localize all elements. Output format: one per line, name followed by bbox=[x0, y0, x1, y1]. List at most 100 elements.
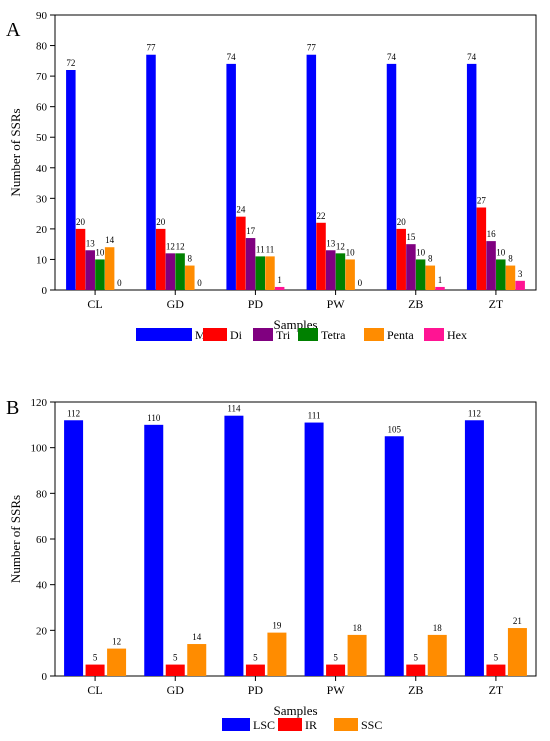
data-label: 12 bbox=[336, 241, 345, 251]
data-label: 72 bbox=[66, 58, 75, 68]
bar-ir-zt bbox=[486, 664, 506, 676]
bar-hex-zt bbox=[515, 280, 525, 290]
y-tick-label: 60 bbox=[36, 534, 48, 546]
bar-tri-gd bbox=[165, 253, 176, 290]
x-tick-label: CL bbox=[87, 683, 102, 697]
legend-swatch-ssc bbox=[334, 718, 358, 731]
bar-penta-pd bbox=[265, 256, 275, 290]
legend-label: LSC bbox=[253, 718, 275, 732]
legend-swatch-di bbox=[203, 328, 227, 341]
bar-lsc-pw bbox=[304, 422, 324, 676]
bar-tri-cl bbox=[85, 250, 95, 290]
y-tick-label: 120 bbox=[31, 397, 48, 409]
bar-tri-pd bbox=[245, 238, 256, 290]
x-tick-label: ZT bbox=[489, 683, 504, 697]
y-tick-label: 20 bbox=[36, 224, 48, 236]
bar-ssc-gd bbox=[187, 644, 207, 676]
data-label: 10 bbox=[346, 247, 356, 257]
legend-swatch-lsc bbox=[222, 718, 250, 731]
data-label: 10 bbox=[496, 247, 506, 257]
data-label: 11 bbox=[256, 244, 265, 254]
data-label: 0 bbox=[358, 278, 363, 288]
bar-ir-pd bbox=[245, 664, 265, 676]
data-label: 8 bbox=[188, 254, 193, 264]
data-label: 105 bbox=[388, 424, 402, 434]
bar-tetra-zt bbox=[496, 259, 506, 290]
bar-di-zb bbox=[396, 228, 406, 290]
bar-lsc-pd bbox=[224, 415, 244, 676]
bar-ir-cl bbox=[85, 664, 105, 676]
y-tick-label: 0 bbox=[42, 285, 48, 297]
y-tick-label: 100 bbox=[31, 443, 48, 455]
legend-swatch-mono bbox=[136, 328, 192, 341]
data-label: 5 bbox=[333, 653, 338, 663]
bar-hex-zb bbox=[435, 286, 445, 290]
y-tick-label: 60 bbox=[36, 102, 48, 114]
legend-label: Penta bbox=[387, 328, 414, 342]
x-tick-label: ZB bbox=[408, 297, 423, 311]
data-label: 15 bbox=[406, 232, 416, 242]
data-label: 11 bbox=[266, 244, 275, 254]
bar-lsc-zt bbox=[464, 420, 484, 676]
data-label: 14 bbox=[192, 632, 202, 642]
data-label: 27 bbox=[477, 196, 487, 206]
y-tick-label: 50 bbox=[36, 132, 48, 144]
data-label: 17 bbox=[246, 226, 256, 236]
legend-label: Di bbox=[230, 328, 243, 342]
legend-label: Tetra bbox=[321, 328, 346, 342]
data-label: 5 bbox=[173, 653, 178, 663]
bar-penta-zb bbox=[425, 265, 436, 290]
data-label: 18 bbox=[433, 623, 443, 633]
x-tick-label: GD bbox=[167, 683, 185, 697]
y-tick-label: 0 bbox=[42, 671, 48, 683]
legend-swatch-hex bbox=[424, 328, 444, 341]
bar-penta-zt bbox=[505, 265, 516, 290]
y-tick-label: 80 bbox=[36, 488, 48, 500]
bar-mono-zb bbox=[386, 63, 397, 291]
data-label: 13 bbox=[86, 238, 96, 248]
data-label: 111 bbox=[308, 411, 321, 421]
data-label: 74 bbox=[467, 52, 477, 62]
data-label: 112 bbox=[67, 408, 80, 418]
data-label: 21 bbox=[513, 616, 522, 626]
x-tick-label: PD bbox=[248, 297, 264, 311]
bar-di-pd bbox=[236, 216, 246, 290]
data-label: 77 bbox=[147, 43, 157, 53]
data-label: 12 bbox=[112, 637, 121, 647]
plot-frame bbox=[54, 14, 537, 291]
data-label: 0 bbox=[117, 278, 122, 288]
bar-di-zt bbox=[476, 207, 487, 290]
legend-swatch-ir bbox=[278, 718, 302, 731]
data-label: 18 bbox=[353, 623, 363, 633]
legend-swatch-penta bbox=[364, 328, 384, 341]
bar-di-pw bbox=[316, 222, 326, 290]
data-label: 114 bbox=[227, 404, 241, 414]
data-label: 20 bbox=[76, 217, 86, 227]
bar-tetra-cl bbox=[95, 259, 105, 290]
bar-mono-pd bbox=[226, 63, 236, 291]
legend-swatch-tetra bbox=[298, 328, 318, 341]
data-label: 16 bbox=[487, 229, 497, 239]
bar-ssc-cl bbox=[107, 648, 127, 676]
bar-ssc-zb bbox=[427, 634, 447, 676]
data-label: 1 bbox=[277, 275, 282, 285]
data-label: 8 bbox=[428, 254, 433, 264]
bar-mono-cl bbox=[66, 70, 76, 290]
bar-di-cl bbox=[75, 228, 86, 290]
data-label: 5 bbox=[494, 653, 499, 663]
plot-frame bbox=[54, 401, 537, 677]
data-label: 5 bbox=[93, 653, 98, 663]
bar-ir-zb bbox=[406, 664, 426, 676]
bar-tri-pw bbox=[325, 250, 336, 290]
legend-label: Hex bbox=[447, 328, 467, 342]
x-tick-label: GD bbox=[167, 297, 185, 311]
data-label: 5 bbox=[253, 653, 258, 663]
x-axis-title: Samples bbox=[273, 703, 317, 718]
bar-lsc-gd bbox=[144, 424, 164, 676]
x-tick-label: ZB bbox=[408, 683, 423, 697]
data-label: 22 bbox=[317, 211, 326, 221]
data-label: 24 bbox=[236, 205, 246, 215]
legend-swatch-tri bbox=[253, 328, 273, 341]
panel-label: B bbox=[6, 397, 19, 419]
bar-tetra-pd bbox=[255, 256, 266, 290]
